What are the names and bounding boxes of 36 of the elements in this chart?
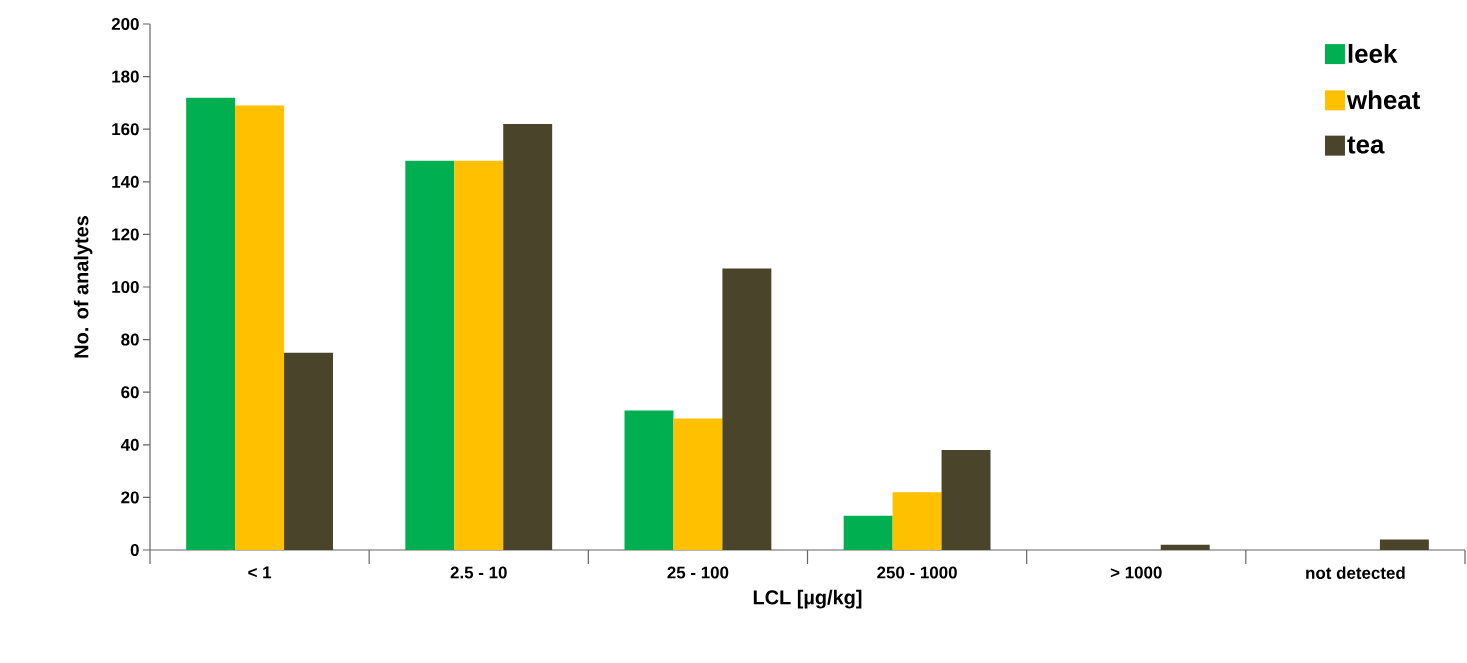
bar [284, 352, 334, 550]
x-tick-label: > 1000 [1110, 566, 1162, 579]
y-tick-label: 80 [121, 333, 139, 346]
bar [454, 160, 504, 550]
y-tick-label: 160 [112, 123, 139, 136]
bar [235, 105, 285, 550]
x-tick-label: 25 - 100 [667, 566, 729, 579]
x-tick-label: not detected [1306, 566, 1405, 579]
bar [405, 160, 455, 550]
bar [503, 123, 553, 550]
y-tick-label: 100 [112, 281, 139, 293]
y-tick-label: 60 [121, 386, 139, 399]
bar [941, 450, 991, 550]
legend-label: wheat [1346, 90, 1421, 110]
legend-label: tea [1347, 136, 1385, 154]
legend-label: leek [1348, 43, 1398, 63]
y-tick-label: 180 [112, 70, 139, 83]
y-axis-title: No. of analytes [73, 216, 93, 358]
x-axis-title: LCL [µg/kg] [753, 589, 862, 609]
bar [1160, 544, 1210, 550]
bar [843, 515, 893, 550]
y-tick-label: 120 [112, 228, 139, 241]
bar [186, 97, 236, 550]
y-tick-label: 0 [130, 544, 139, 556]
x-tick-label: < 1 [248, 566, 272, 579]
x-tick-label: 250 - 1000 [877, 566, 957, 579]
y-tick-label: 40 [120, 438, 139, 451]
x-tick-label: 2.5 - 10 [450, 566, 507, 579]
bar [624, 410, 674, 550]
bar [673, 418, 723, 550]
y-tick-label: 140 [112, 175, 139, 188]
y-tick-label: 20 [121, 491, 139, 504]
bar [1379, 539, 1429, 550]
bar [722, 268, 772, 550]
bar [892, 492, 942, 550]
y-tick-label: 200 [111, 18, 139, 30]
